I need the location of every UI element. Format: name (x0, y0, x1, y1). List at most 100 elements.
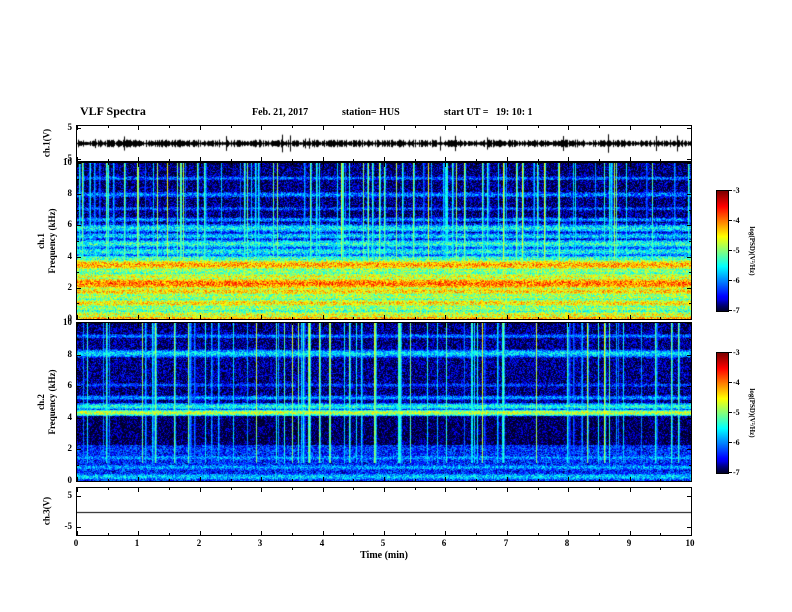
axis-tick (687, 257, 691, 258)
axis-tick (138, 531, 139, 535)
axis-tick (415, 479, 416, 481)
axis-tick (200, 477, 201, 481)
axis-tick (599, 479, 600, 481)
axis-tick (691, 163, 692, 167)
axis-tick (599, 159, 600, 161)
axis-tick (689, 241, 691, 242)
colorbar-tick (729, 190, 732, 191)
axis-tick (476, 479, 477, 481)
colorbar-tick-label: -4 (733, 378, 740, 387)
axis-tick (476, 159, 477, 161)
axis-tick (292, 488, 293, 490)
x-tick-label: 5 (380, 538, 386, 548)
axis-tick (689, 434, 691, 435)
colorbar-tick (729, 352, 732, 353)
axis-tick (691, 126, 692, 130)
start-ut-label: start UT = 19: 10: 1 (444, 107, 533, 118)
axis-tick (353, 479, 354, 481)
x-tick-label: 8 (564, 538, 570, 548)
axis-tick (323, 477, 324, 481)
y-tick-label: 4 (67, 412, 73, 422)
colorbar-ch1-gradient (717, 191, 728, 311)
axis-tick (292, 126, 293, 128)
date-label: Feb. 21, 2017 (252, 107, 309, 118)
axis-tick (77, 128, 81, 129)
axis-tick (384, 163, 385, 167)
axis-tick (660, 479, 661, 481)
axis-tick (568, 157, 569, 161)
axis-tick (292, 317, 293, 319)
x-tick-label: 7 (503, 538, 509, 548)
axis-tick (169, 317, 170, 319)
axis-tick (660, 163, 661, 165)
axis-tick (687, 418, 691, 419)
y-tick-label: -5 (64, 521, 73, 531)
axis-tick (200, 315, 201, 319)
axis-tick (415, 163, 416, 165)
axis-tick (599, 163, 600, 165)
axis-tick (507, 126, 508, 130)
axis-tick (687, 288, 691, 289)
axis-tick (445, 315, 446, 319)
y-tick-label: 4 (67, 251, 73, 261)
axis-tick (77, 159, 81, 160)
axis-tick (507, 531, 508, 535)
axis-tick (108, 488, 109, 490)
axis-tick (231, 533, 232, 535)
axis-tick (353, 163, 354, 165)
axis-tick (108, 533, 109, 535)
axis-tick (630, 315, 631, 319)
axis-tick (687, 225, 691, 226)
colorbar-tick (729, 382, 732, 383)
axis-tick (169, 488, 170, 490)
axis-tick (415, 317, 416, 319)
axis-tick (568, 126, 569, 130)
axis-tick (687, 481, 691, 482)
axis-tick (689, 210, 691, 211)
axis-tick (660, 317, 661, 319)
x-tick-label: 1 (134, 538, 140, 548)
axis-tick (538, 479, 539, 481)
axis-tick (384, 323, 385, 327)
x-tick-label: 3 (257, 538, 263, 548)
colorbar-tick-label: -3 (733, 186, 740, 195)
y-tick-label: -5 (64, 153, 73, 163)
colorbar-ch2-gradient (717, 353, 728, 473)
axis-tick (630, 157, 631, 161)
colorbar-tick-label: -7 (733, 306, 740, 315)
y-tick-label: 6 (67, 380, 73, 390)
axis-tick (476, 163, 477, 165)
axis-tick (231, 317, 232, 319)
axis-tick (323, 323, 324, 327)
axis-tick (538, 317, 539, 319)
axis-tick (689, 370, 691, 371)
axis-tick (415, 126, 416, 128)
axis-tick (660, 488, 661, 490)
axis-tick (630, 477, 631, 481)
axis-tick (138, 315, 139, 319)
colorbar-tick (729, 280, 732, 281)
axis-tick (538, 488, 539, 490)
axis-tick (687, 194, 691, 195)
axis-tick (630, 531, 631, 535)
axis-tick (538, 126, 539, 128)
axis-tick (687, 386, 691, 387)
colorbar-tick-label: -7 (733, 468, 740, 477)
axis-tick (353, 488, 354, 490)
time-axis-label: Time (min) (360, 550, 408, 561)
axis-tick (261, 323, 262, 327)
axis-tick (77, 488, 78, 492)
axis-tick (200, 488, 201, 492)
axis-tick (261, 488, 262, 492)
y-tick-label: 0 (67, 475, 73, 485)
axis-tick (169, 126, 170, 128)
axis-tick (138, 477, 139, 481)
axis-tick (384, 531, 385, 535)
axis-tick (77, 288, 81, 289)
axis-tick (384, 126, 385, 130)
colorbar-tick-label: -4 (733, 216, 740, 225)
axis-tick (108, 479, 109, 481)
axis-tick (77, 481, 81, 482)
colorbar-tick-label: -5 (733, 246, 740, 255)
axis-tick (138, 488, 139, 492)
